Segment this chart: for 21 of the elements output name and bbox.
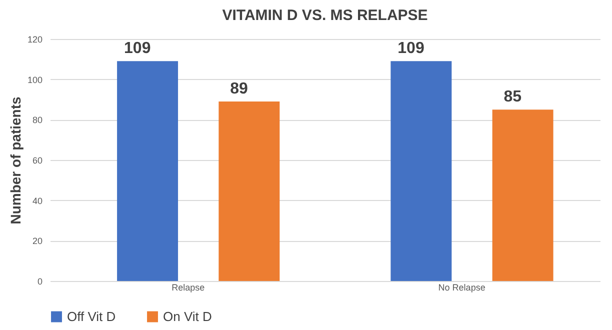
data-label: 109: [124, 40, 151, 58]
bar: [390, 61, 452, 281]
y-tick-label: 120: [27, 34, 42, 44]
y-tick-label: 80: [32, 115, 42, 126]
bar: [117, 61, 178, 281]
y-tick-label: 20: [32, 236, 42, 246]
x-tick-label: Relapse: [172, 282, 205, 292]
bar: [218, 102, 280, 281]
data-label: 89: [230, 80, 248, 98]
legend-label: On Vit D: [163, 308, 212, 324]
y-tick-label: 60: [32, 156, 42, 166]
data-label: 85: [504, 88, 522, 106]
y-tick-label: 40: [32, 196, 42, 206]
data-label: 109: [398, 40, 424, 58]
x-tick-label: No Relapse: [438, 282, 486, 292]
chart-title: VITAMIN D VS. MS RELAPSE: [222, 7, 428, 24]
y-tick-label: 100: [27, 74, 42, 85]
bar: [492, 110, 554, 281]
y-axis-title: Number of patients: [7, 96, 24, 224]
y-tick-label: 0: [37, 276, 42, 286]
legend-label: Off Vit D: [67, 308, 116, 324]
